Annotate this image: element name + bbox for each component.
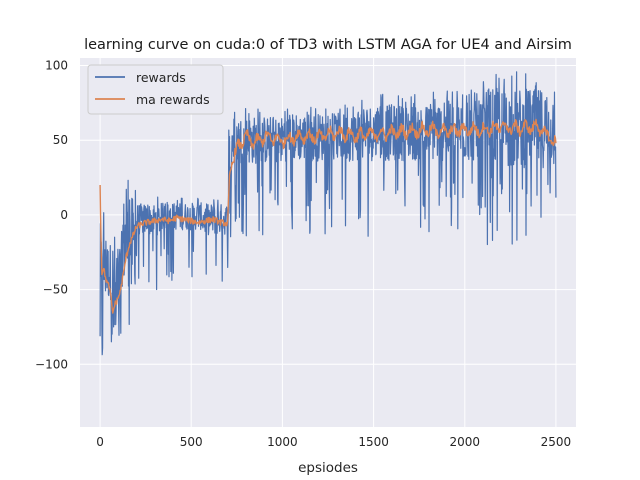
x-tick-label: 0 bbox=[96, 435, 104, 449]
y-tick-label: −50 bbox=[43, 283, 68, 297]
ticks: 0 500 1000 1500 2000 2500 −100 −50 0 50 100 bbox=[35, 59, 571, 450]
legend-label-ma-rewards: ma rewards bbox=[136, 92, 210, 107]
chart-title: learning curve on cuda:0 of TD3 with LST… bbox=[84, 37, 572, 53]
y-tick-label: −100 bbox=[35, 357, 68, 371]
legend-label-rewards: rewards bbox=[136, 70, 186, 85]
x-tick-label: 2000 bbox=[450, 435, 481, 449]
y-tick-label: 100 bbox=[45, 59, 68, 73]
x-tick-label: 2500 bbox=[541, 435, 572, 449]
x-axis-label: epsiodes bbox=[298, 460, 358, 476]
y-tick-label: 50 bbox=[53, 133, 68, 147]
x-tick-label: 1500 bbox=[358, 435, 389, 449]
series-line-ma-rewards bbox=[99, 118, 557, 314]
x-tick-label: 500 bbox=[180, 435, 203, 449]
x-tick-label: 1000 bbox=[267, 435, 298, 449]
legend: rewards ma rewards bbox=[87, 64, 224, 115]
series-layer bbox=[99, 71, 557, 356]
y-tick-label: 0 bbox=[60, 208, 68, 222]
